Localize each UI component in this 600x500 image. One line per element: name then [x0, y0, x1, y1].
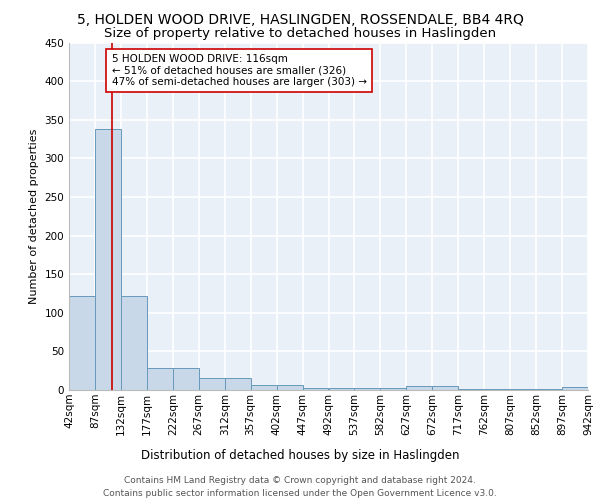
Bar: [536, 389, 562, 390]
Bar: [406, 386, 432, 390]
Bar: [121, 296, 147, 390]
Text: Distribution of detached houses by size in Haslingden: Distribution of detached houses by size …: [141, 450, 459, 462]
Text: Contains HM Land Registry data © Crown copyright and database right 2024.
Contai: Contains HM Land Registry data © Crown c…: [103, 476, 497, 498]
Text: Size of property relative to detached houses in Haslingden: Size of property relative to detached ho…: [104, 28, 496, 40]
Bar: [432, 386, 458, 390]
Bar: [173, 368, 199, 390]
Text: 5, HOLDEN WOOD DRIVE, HASLINGDEN, ROSSENDALE, BB4 4RQ: 5, HOLDEN WOOD DRIVE, HASLINGDEN, ROSSEN…: [77, 12, 523, 26]
Bar: [277, 386, 302, 390]
Bar: [147, 368, 173, 390]
Bar: [302, 388, 329, 390]
Bar: [510, 389, 536, 390]
Bar: [69, 296, 95, 390]
Bar: [380, 388, 406, 390]
Text: 5 HOLDEN WOOD DRIVE: 116sqm
← 51% of detached houses are smaller (326)
47% of se: 5 HOLDEN WOOD DRIVE: 116sqm ← 51% of det…: [112, 54, 367, 88]
Bar: [251, 386, 277, 390]
Bar: [562, 387, 588, 390]
Bar: [484, 389, 510, 390]
Y-axis label: Number of detached properties: Number of detached properties: [29, 128, 39, 304]
Bar: [458, 389, 484, 390]
Bar: [95, 129, 121, 390]
Bar: [329, 388, 355, 390]
Bar: [224, 378, 251, 390]
Bar: [199, 378, 224, 390]
Bar: [355, 388, 380, 390]
